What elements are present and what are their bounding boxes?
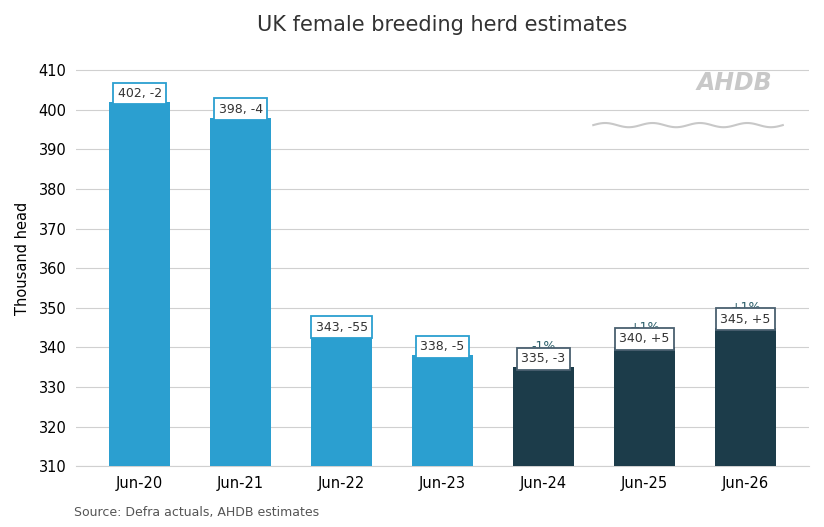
Text: AHDB: AHDB (697, 71, 772, 95)
Text: +1%: +1% (730, 301, 761, 314)
Bar (210, 118, 271, 466)
Text: 402, -2: 402, -2 (118, 87, 162, 100)
Text: +1%: +1% (630, 320, 660, 334)
Text: -1%: -1% (531, 340, 555, 353)
Text: 345, +5: 345, +5 (720, 313, 770, 326)
Text: 340, +5: 340, +5 (620, 333, 670, 345)
Text: Source: Defra actuals, AHDB estimates: Source: Defra actuals, AHDB estimates (74, 506, 319, 519)
Bar (715, 328, 775, 466)
Y-axis label: Thousand head: Thousand head (15, 202, 30, 315)
Bar (513, 367, 574, 466)
Bar (311, 336, 372, 466)
Text: 335, -3: 335, -3 (522, 352, 565, 365)
Title: UK female breeding herd estimates: UK female breeding herd estimates (257, 15, 628, 35)
Bar (412, 355, 473, 466)
Text: 398, -4: 398, -4 (218, 103, 263, 116)
Bar (110, 102, 170, 466)
Text: 338, -5: 338, -5 (420, 340, 465, 353)
Text: 343, -55: 343, -55 (316, 320, 368, 334)
Bar (614, 347, 675, 466)
